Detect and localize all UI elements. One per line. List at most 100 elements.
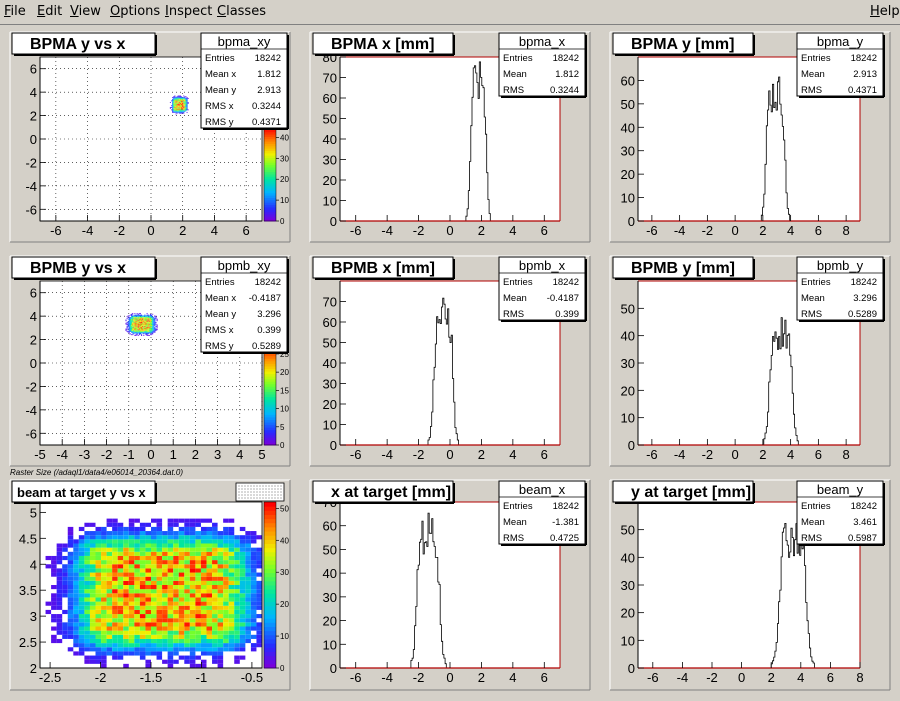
y-tick-label: 2 xyxy=(30,333,37,348)
heatmap-cell xyxy=(134,322,136,323)
menu-options[interactable]: Options xyxy=(110,4,161,19)
x-tick-label: 3 xyxy=(214,447,221,462)
heatmap-cell xyxy=(234,560,240,565)
menu-help[interactable]: Help xyxy=(870,4,900,19)
heatmap-cell xyxy=(149,323,151,325)
heatmap-cell xyxy=(131,313,133,315)
heatmap-cell xyxy=(146,326,148,328)
heatmap-cell xyxy=(183,111,185,112)
pad-beam_x[interactable]: -6-4-20246010203040506070x at target [mm… xyxy=(309,479,591,691)
palette-swatch xyxy=(264,213,276,217)
heatmap-cell xyxy=(133,331,135,332)
menu-file[interactable]: File xyxy=(4,4,26,19)
heatmap-cell xyxy=(106,560,113,565)
heatmap-cell xyxy=(132,327,134,329)
heatmap-cell xyxy=(145,539,151,544)
heatmap-cell xyxy=(162,551,168,556)
y-tick-label: 50 xyxy=(621,97,635,112)
heatmap-cell xyxy=(145,634,151,639)
heatmap-cell xyxy=(146,315,148,317)
menu-inspect[interactable]: Inspect xyxy=(165,4,213,19)
heatmap-cell xyxy=(127,318,129,320)
heatmap-cell xyxy=(137,317,139,319)
heatmap-cell xyxy=(172,101,174,103)
heatmap-cell xyxy=(170,109,173,111)
heatmap-cell xyxy=(126,326,128,327)
heatmap-cell xyxy=(172,102,174,104)
heatmap-cell xyxy=(200,647,207,652)
heatmap-cell xyxy=(146,328,148,330)
heatmap-cell xyxy=(146,319,148,321)
heatmap-cell xyxy=(78,601,85,606)
heatmap-cell xyxy=(223,572,229,577)
heatmap-cell xyxy=(101,601,107,606)
heatmap-cell xyxy=(132,320,134,322)
menu-edit[interactable]: Edit xyxy=(37,4,63,19)
heatmap-cell xyxy=(56,576,63,581)
heatmap-cell xyxy=(101,614,107,619)
heatmap-cell xyxy=(62,576,68,581)
menu-classes[interactable]: Classes xyxy=(217,4,266,19)
palette-swatch xyxy=(264,195,276,198)
heatmap-cell xyxy=(112,576,118,581)
heatmap-cell xyxy=(155,317,157,319)
heatmap-cell xyxy=(178,112,180,114)
y-tick-label: 60 xyxy=(621,73,635,88)
heatmap-cell xyxy=(178,626,185,631)
heatmap-cell xyxy=(153,320,155,322)
heatmap-cell xyxy=(101,551,107,556)
heatmap-cell xyxy=(183,109,185,111)
heatmap-cell xyxy=(73,589,79,594)
heatmap-cell xyxy=(143,335,145,336)
heatmap-cell xyxy=(148,317,150,319)
heatmap-cell xyxy=(245,572,251,577)
palette-tick-label: 0 xyxy=(280,441,285,450)
heatmap-cell xyxy=(133,332,135,334)
heatmap-cell xyxy=(101,647,107,652)
heatmap-cell xyxy=(175,108,177,110)
root-canvas[interactable]: 0 10 20 30 40 -6 -4 -2 0 2 4 6 -6 -4 -2 0 2 4 6 BPMA y vs x… xyxy=(3,27,897,697)
heatmap-cell xyxy=(182,111,184,112)
heatmap-cell xyxy=(146,321,148,322)
heatmap-cell xyxy=(162,543,168,548)
palette-swatch xyxy=(264,373,276,377)
heatmap-cell xyxy=(101,593,107,598)
palette-swatch xyxy=(264,531,276,536)
heatmap-cell xyxy=(234,568,240,573)
heatmap-cell xyxy=(156,638,163,644)
heatmap-cell xyxy=(178,622,185,627)
heatmap-cell xyxy=(151,325,153,327)
heatmap-cell xyxy=(135,317,137,319)
heatmap-cell xyxy=(186,102,188,103)
stats-key: Entries xyxy=(503,501,533,512)
palette-swatch xyxy=(264,543,276,549)
heatmap-cell xyxy=(143,333,145,335)
heatmap-cell xyxy=(256,601,262,606)
heatmap-cell xyxy=(167,568,174,573)
heatmap-cell xyxy=(169,107,171,108)
heatmap-cell xyxy=(147,327,149,329)
heatmap-cell xyxy=(195,576,201,581)
heatmap-cell xyxy=(148,320,150,322)
heatmap-cell xyxy=(129,326,132,328)
heatmap-cell xyxy=(129,319,132,321)
heatmap-cell xyxy=(134,526,140,532)
heatmap-cell xyxy=(175,103,177,105)
heatmap-cell xyxy=(169,107,171,109)
heatmap-cell xyxy=(172,108,174,110)
heatmap-cell xyxy=(78,618,85,623)
heatmap-cell xyxy=(67,585,74,590)
heatmap-cell xyxy=(187,109,189,111)
menu-view[interactable]: View xyxy=(70,4,101,19)
heatmap-cell xyxy=(179,107,181,109)
heatmap-cell xyxy=(223,647,229,652)
